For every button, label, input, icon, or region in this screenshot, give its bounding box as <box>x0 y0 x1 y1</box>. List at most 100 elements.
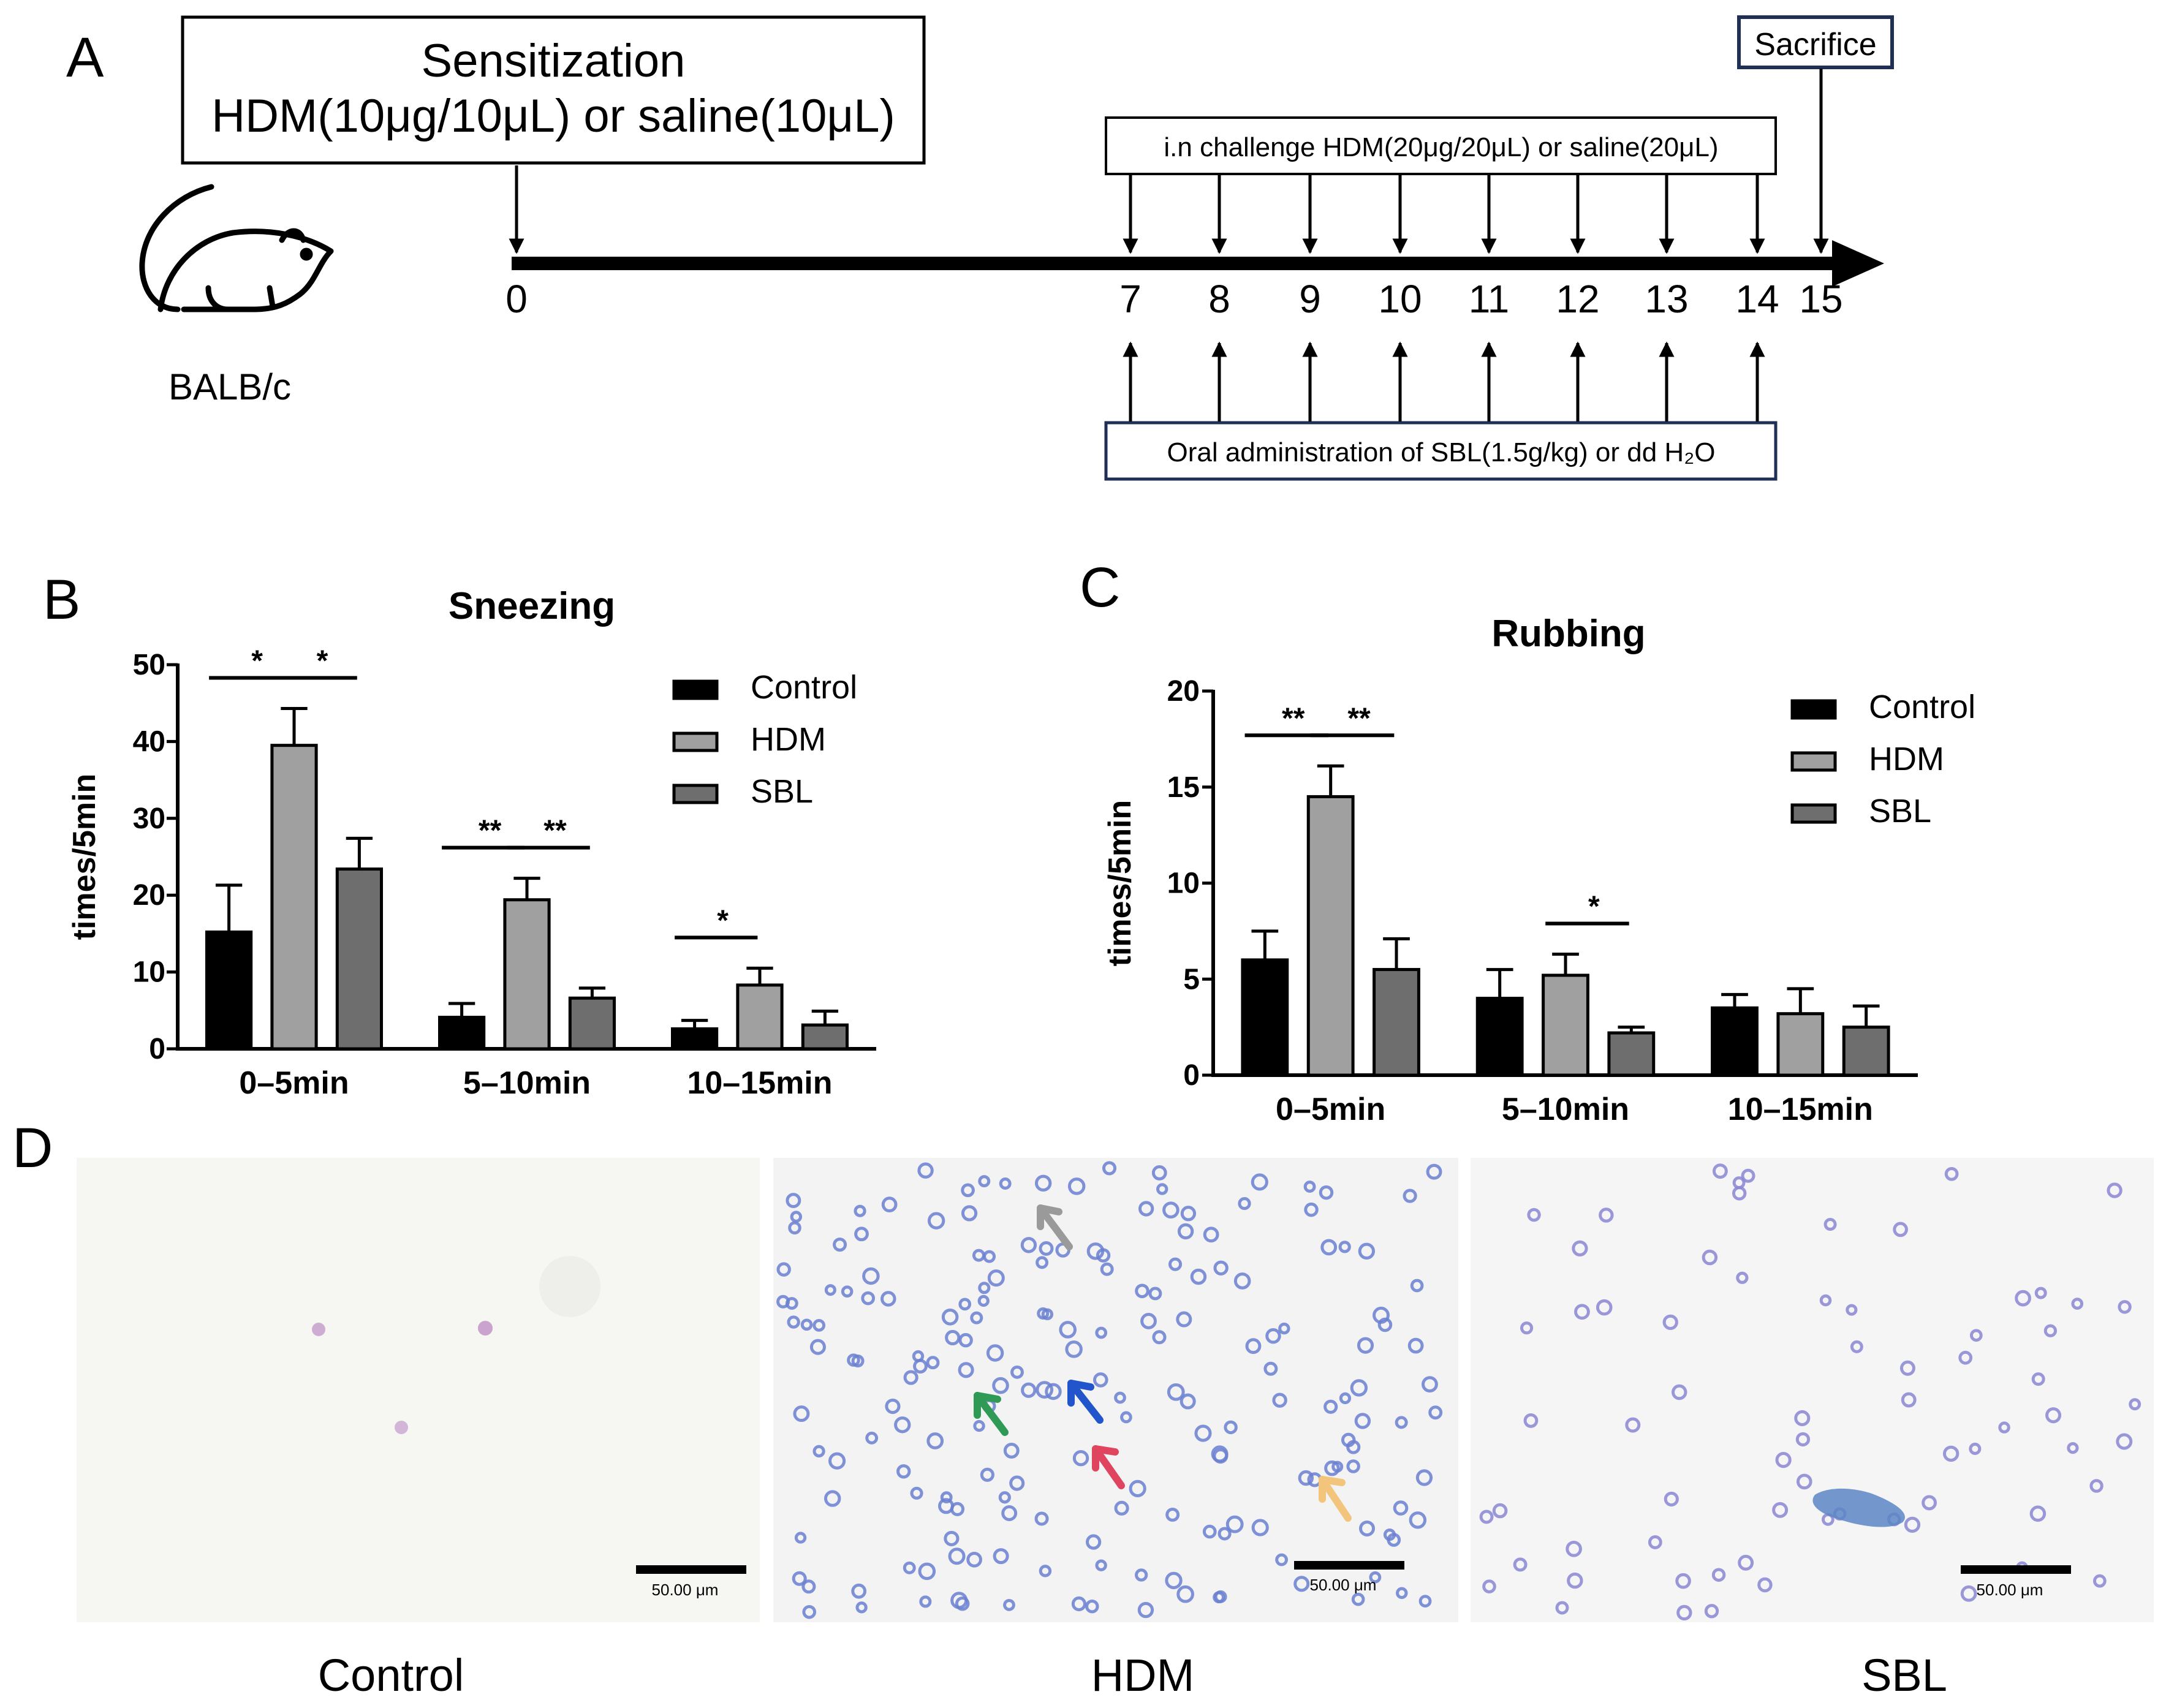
stained-cell <box>1567 1572 1583 1589</box>
stained-cell <box>1096 1248 1111 1263</box>
stained-cell <box>1702 1249 1718 1266</box>
stained-cell <box>903 1370 918 1385</box>
day-label: 0 <box>506 277 528 321</box>
oral-label: Oral administration of SBL(1.5g/kg) or d… <box>1167 437 1715 467</box>
stained-cell <box>862 1267 880 1285</box>
stained-cell <box>1319 1185 1334 1200</box>
bar-sbl <box>1842 1026 1890 1077</box>
legend-swatch-hdm <box>672 731 719 752</box>
stained-cell <box>2116 1433 2133 1450</box>
y-axis-label: times/5min <box>67 774 102 940</box>
stained-cell <box>1176 1585 1194 1603</box>
stained-cell <box>794 1532 807 1544</box>
stained-cell <box>1202 1524 1217 1539</box>
day-label: 9 <box>1299 277 1321 321</box>
stained-cell <box>828 1452 846 1470</box>
stained-cell <box>955 1596 970 1611</box>
red-arrow-icon <box>1092 1445 1125 1489</box>
stained-cell <box>1095 1326 1108 1339</box>
bar-sbl <box>1607 1031 1656 1077</box>
stained-cell <box>847 1353 860 1367</box>
stained-cell <box>1100 1262 1114 1276</box>
stained-cell <box>1251 1519 1269 1536</box>
stained-cell <box>1369 1571 1382 1584</box>
stained-cell <box>1140 1313 1157 1329</box>
stained-cell <box>970 1311 983 1324</box>
stained-cell <box>1599 1207 1614 1223</box>
stained-cell <box>1738 1554 1754 1571</box>
micrograph-sbl: 50.00 μm <box>1471 1158 2154 1622</box>
stained-cell <box>1034 1511 1049 1526</box>
stained-cell <box>1846 1304 1858 1316</box>
stained-cell <box>1065 1340 1083 1358</box>
stained-cluster <box>1812 1488 1905 1527</box>
stained-cell <box>1148 1287 1162 1301</box>
scale-bar <box>1294 1561 1404 1570</box>
sbl-cells <box>1479 1163 2141 1621</box>
stained-cell <box>2031 1372 2045 1386</box>
stained-cell <box>2092 1574 2107 1588</box>
bar-hdm <box>1776 1012 1825 1077</box>
stained-cell <box>776 1262 791 1277</box>
stained-cell <box>1217 1527 1232 1541</box>
micrograph-control: 50.00 μm <box>77 1158 760 1622</box>
legend-label: Control <box>751 669 857 706</box>
stained-cell <box>1958 1350 1973 1365</box>
legend-swatch-sbl <box>1790 803 1837 824</box>
stained-cell <box>824 1284 836 1296</box>
stained-cell <box>1003 1442 1020 1459</box>
stained-cell <box>1418 1595 1432 1608</box>
stained-cell <box>1795 1432 1811 1447</box>
stained-cell <box>977 1294 990 1307</box>
stained-cell <box>1086 1534 1102 1550</box>
stained-cell <box>1265 1328 1281 1344</box>
challenge-box <box>1105 116 1777 175</box>
stained-cell <box>896 1464 911 1479</box>
bar-sbl <box>568 996 616 1051</box>
stained-cell <box>1403 1188 1417 1203</box>
panel-letter-a: A <box>66 26 104 89</box>
stained-cell <box>802 1604 817 1619</box>
stained-cell <box>1120 1411 1132 1424</box>
stained-cell <box>788 1221 801 1235</box>
mouse-strain-label: BALB/c <box>169 366 291 407</box>
stained-cell <box>1225 1515 1244 1533</box>
stained-cell <box>1482 1579 1496 1593</box>
stained-cell <box>855 1601 868 1614</box>
stained-cell <box>912 1350 925 1362</box>
stained-cell <box>1213 1591 1225 1604</box>
stained-cell <box>1037 1307 1050 1320</box>
stained-cell <box>1675 1573 1691 1589</box>
stained-cell <box>1095 1559 1107 1571</box>
stained-cell <box>787 1315 800 1329</box>
stained-cell <box>2043 1324 2058 1337</box>
stained-cell <box>1304 1202 1319 1217</box>
significance-label: * <box>251 644 263 677</box>
stained-cell <box>1415 1469 1433 1486</box>
stained-cell <box>1358 1242 1376 1260</box>
stained-cell <box>776 1294 790 1309</box>
stained-cell <box>1346 1459 1360 1473</box>
day-label: 12 <box>1556 277 1599 321</box>
stained-cell <box>1114 1500 1129 1516</box>
stained-cell <box>1194 1424 1212 1442</box>
stained-cell <box>1410 1279 1424 1293</box>
stained-cell <box>938 1498 955 1514</box>
stained-cell <box>1850 1340 1863 1353</box>
micrograph-control-image <box>77 1158 760 1622</box>
stained-cell <box>1960 1585 1977 1602</box>
day-label: 15 <box>1799 277 1842 321</box>
day-label: 10 <box>1378 277 1422 321</box>
bar-sbl <box>801 1023 849 1051</box>
bar-control <box>671 1027 719 1051</box>
y-tick-label: 20 <box>1167 675 1200 708</box>
chart-title: Rubbing <box>1491 613 1645 655</box>
stained-cell <box>980 1467 994 1482</box>
y-tick-label: 0 <box>149 1033 165 1065</box>
stained-cell <box>854 1204 866 1217</box>
bar-control <box>1475 997 1524 1077</box>
stained-cell <box>1180 1393 1196 1410</box>
gray-arrow-icon <box>1037 1204 1073 1250</box>
sacrifice-box <box>1737 15 1894 69</box>
stained-cell <box>1213 1260 1229 1275</box>
